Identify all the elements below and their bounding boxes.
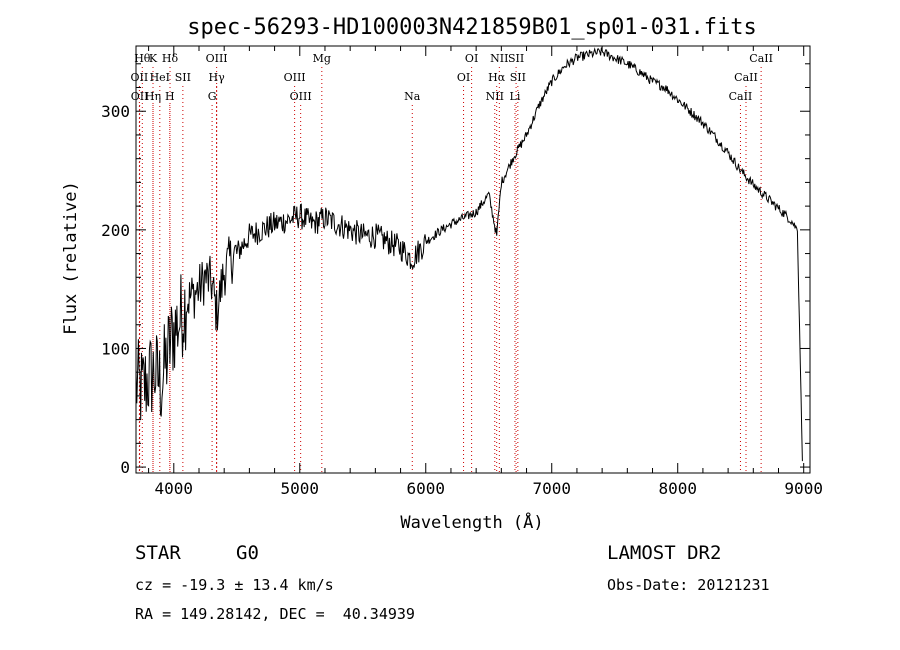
line-marker-label: Hθ [134, 52, 151, 65]
chart-title: spec-56293-HD100003N421859B01_sp01-031.f… [187, 15, 757, 40]
y-tick-label: 0 [120, 458, 130, 477]
line-marker-label: Na [404, 90, 421, 103]
line-marker-label: NII [486, 90, 504, 103]
line-marker-label: Mg [313, 52, 331, 65]
line-marker-label: OII [131, 71, 149, 84]
line-marker-label: SII [510, 71, 526, 84]
line-marker-label: SII [175, 71, 191, 84]
line-marker-label: NII [490, 52, 508, 65]
x-tick-label: 6000 [406, 479, 445, 498]
line-marker-label: SII [508, 52, 524, 65]
line-marker-label: OII [131, 90, 149, 103]
line-marker-label: Hη [145, 90, 161, 103]
line-marker-label: OI [465, 52, 478, 65]
x-axis-label: Wavelength (Å) [400, 511, 543, 533]
line-marker-label: OI [457, 71, 470, 84]
object-subclass: G0 [236, 542, 259, 564]
y-axis-label: Flux (relative) [61, 181, 81, 335]
line-marker-label: CaII [729, 90, 753, 103]
x-tick-label: 7000 [532, 479, 571, 498]
line-marker-label: K [149, 52, 158, 65]
object-class: STAR [135, 542, 181, 564]
line-marker-label: OIII [206, 52, 228, 65]
line-marker-label: OIII [290, 90, 312, 103]
redshift-velocity: cz = -19.3 ± 13.4 km/s [135, 576, 334, 594]
line-marker-label: CaII [734, 71, 758, 84]
spectrum-series-line [135, 47, 803, 462]
line-marker-label: CaII [749, 52, 773, 65]
x-tick-label: 9000 [784, 479, 823, 498]
line-marker-label: G [208, 90, 217, 103]
observation-date: Obs-Date: 20121231 [607, 576, 770, 594]
x-tick-label: 5000 [281, 479, 320, 498]
y-tick-label: 100 [101, 339, 130, 358]
sky-coordinates: RA = 149.28142, DEC = 40.34939 [135, 605, 415, 623]
y-tick-label: 300 [101, 102, 130, 121]
line-marker-label: HeI [150, 71, 170, 84]
plot-frame [135, 45, 811, 474]
line-marker-label: Hδ [162, 52, 179, 65]
line-marker-label: Hα [488, 71, 506, 84]
y-tick-label: 200 [101, 221, 130, 240]
line-marker-label: OIII [284, 71, 306, 84]
line-marker-label: H [165, 90, 175, 103]
line-marker-label: Hγ [209, 71, 226, 84]
line-marker-label: Li [510, 90, 521, 103]
x-tick-label: 8000 [658, 479, 697, 498]
survey-name: LAMOST DR2 [607, 542, 722, 564]
x-tick-label: 4000 [155, 479, 194, 498]
